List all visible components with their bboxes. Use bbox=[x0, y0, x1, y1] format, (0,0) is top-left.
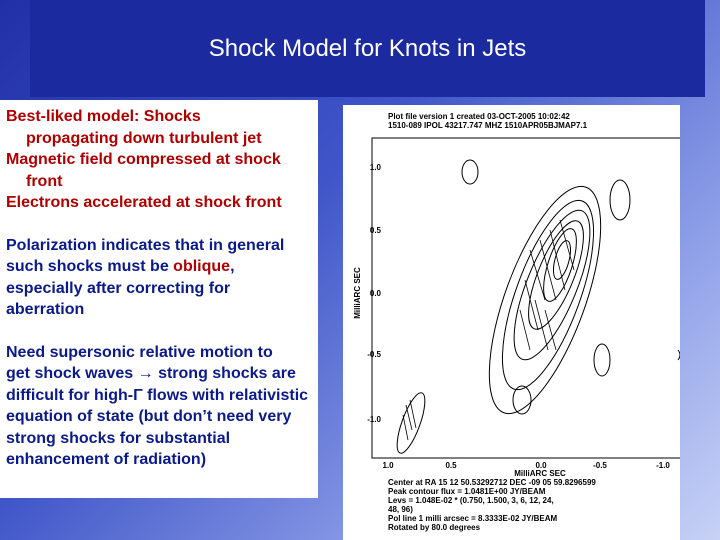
contours bbox=[396, 159, 680, 454]
footer-line: Pol line 1 milli arcsec = 8.3333E-02 JY/… bbox=[388, 514, 558, 523]
y-tick-label: -1.0 bbox=[367, 415, 381, 424]
paragraph-line: such shocks must be oblique, bbox=[6, 256, 318, 278]
x-axis-label: MilliARC SEC bbox=[514, 469, 566, 478]
x-tick-label: -0.5 bbox=[593, 461, 607, 470]
emphasis: oblique bbox=[173, 258, 231, 275]
polarization-lines bbox=[402, 219, 575, 441]
title: Shock Model for Knots in Jets bbox=[30, 0, 705, 97]
paragraph-line: aberration bbox=[6, 301, 85, 318]
footer-line: Levs = 1.048E-02 * (0.750, 1.500, 3, 6, … bbox=[388, 496, 554, 505]
y-tick-label: -0.5 bbox=[367, 350, 381, 359]
paragraph-line: get shock waves → strong shocks are bbox=[6, 365, 296, 382]
footer-line: 48, 96) bbox=[388, 505, 413, 514]
paragraph-line: Need supersonic relative motion to bbox=[6, 343, 273, 361]
plot-frame bbox=[371, 137, 680, 459]
bullet-line: Magnetic field compressed at shock bbox=[6, 151, 281, 168]
header-line: 1510-089 IPOL 43217.747 MHZ 1510APR05BJM… bbox=[388, 121, 588, 130]
text-panel: Best-liked model: Shocks propagating down… bbox=[0, 100, 318, 498]
bullet-line: propagating down turbulent jet bbox=[26, 129, 262, 147]
footer-line: Rotated by 80.0 degrees bbox=[388, 523, 481, 532]
paragraph-line: Polarization indicates that in general bbox=[6, 236, 285, 254]
x-tick-label: 0.0 bbox=[535, 461, 547, 470]
paragraph-line: equation of state (but don’t need very bbox=[6, 408, 292, 425]
spacer bbox=[6, 214, 318, 235]
bullet-line: Best-liked model: Shocks bbox=[6, 108, 201, 125]
paragraph-line: enhancement of radiation) bbox=[6, 451, 207, 468]
paragraph-line: especially after correcting for bbox=[6, 279, 231, 297]
text: such shocks must be bbox=[6, 258, 174, 275]
figure: Plot file version 1 created 03-OCT-2005 … bbox=[343, 105, 680, 540]
bullet-line: front bbox=[26, 172, 63, 190]
x-tick-label: -1.0 bbox=[656, 461, 670, 470]
footer-line: Center at RA 15 12 50.53292712 DEC -09 0… bbox=[388, 478, 596, 487]
paragraph-line: difficult for high-Γ flows with relativi… bbox=[6, 386, 309, 404]
spacer bbox=[6, 321, 318, 342]
x-tick-label: 1.0 bbox=[382, 461, 394, 470]
text: , bbox=[230, 258, 235, 275]
y-tick-label: 1.0 bbox=[370, 163, 382, 172]
paragraph-line: strong shocks for substantial bbox=[6, 429, 231, 447]
x-tick-label: 0.5 bbox=[445, 461, 457, 470]
y-tick-label: 0.0 bbox=[370, 289, 382, 298]
bullet-line: Electrons accelerated at shock front bbox=[6, 194, 282, 211]
footer-line: Peak contour flux = 1.0481E+00 JY/BEAM bbox=[388, 487, 546, 496]
y-tick-label: 0.5 bbox=[370, 226, 382, 235]
header-line: Plot file version 1 created 03-OCT-2005 … bbox=[388, 112, 570, 121]
y-axis-label: MilliARC SEC bbox=[353, 267, 362, 319]
